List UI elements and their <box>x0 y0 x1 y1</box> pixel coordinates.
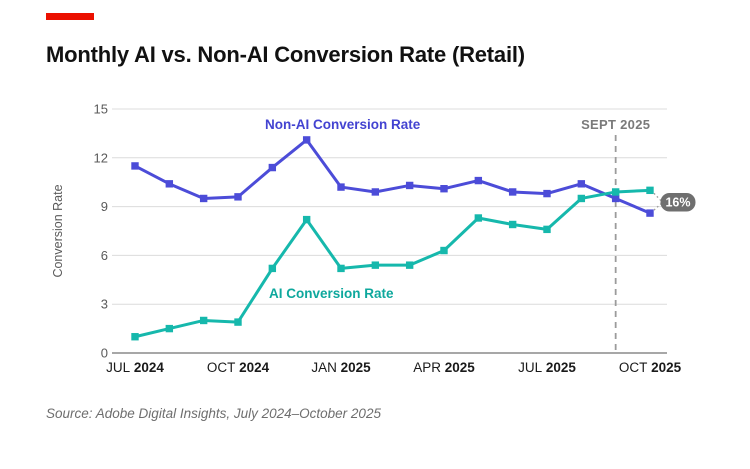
x-tick-label: OCT 2024 <box>207 360 270 375</box>
data-point-marker <box>371 261 380 269</box>
y-tick-label: 0 <box>101 346 108 361</box>
data-point-marker <box>646 186 654 195</box>
annotation-vline-label: SEPT 2025 <box>581 117 650 132</box>
data-point-marker <box>646 209 654 217</box>
data-point-marker <box>577 180 586 188</box>
y-tick-label: 12 <box>94 150 108 165</box>
data-point-marker <box>611 188 620 196</box>
y-axis-title: Conversion Rate <box>51 184 65 277</box>
y-tick-label: 6 <box>101 248 108 263</box>
gridlines: 0 3 6 9 12 15 <box>94 101 667 361</box>
data-point-marker <box>302 215 311 224</box>
x-tick-labels: JUL 2024 OCT 2024 JAN 2025 APR 2025 JUL 2025… <box>106 360 682 375</box>
data-point-marker <box>165 324 174 333</box>
data-point-marker <box>165 180 174 188</box>
x-tick-label: JUL 2025 <box>518 360 576 375</box>
data-point-marker <box>543 189 551 198</box>
source-note: Source: Adobe Digital Insights, July 202… <box>46 406 381 421</box>
data-point-marker <box>474 214 483 222</box>
badge-connector <box>653 192 662 202</box>
x-tick-label: JAN 2025 <box>311 360 371 375</box>
data-point-marker <box>302 136 311 144</box>
value-badge-text: 16% <box>665 196 690 210</box>
data-point-marker <box>268 264 277 273</box>
data-point-marker <box>508 220 517 229</box>
x-tick-label: OCT 2025 <box>619 360 682 375</box>
data-point-marker <box>543 225 551 234</box>
data-point-marker <box>405 261 414 269</box>
data-point-marker <box>611 194 620 203</box>
data-point-marker <box>337 183 345 191</box>
brand-accent-bar <box>46 13 94 20</box>
series-label-non-ai: Non-AI Conversion Rate <box>265 117 421 132</box>
ai-series <box>131 186 654 341</box>
data-point-marker <box>234 193 242 201</box>
series-label-ai: AI Conversion Rate <box>269 286 394 301</box>
data-point-marker <box>268 163 277 172</box>
data-point-marker <box>337 264 345 273</box>
badge-connector <box>653 202 662 211</box>
value-badge <box>660 193 696 212</box>
y-tick-label: 9 <box>101 199 108 214</box>
data-point-marker <box>234 318 242 326</box>
data-point-marker <box>371 188 380 196</box>
data-point-marker <box>440 246 448 255</box>
data-point-marker <box>199 316 208 325</box>
series-line <box>133 138 652 215</box>
series-line <box>133 188 652 339</box>
data-point-marker <box>577 194 586 203</box>
data-point-marker <box>405 181 414 190</box>
x-tick-label: APR 2025 <box>413 360 475 375</box>
data-point-marker <box>131 162 139 170</box>
y-tick-label: 3 <box>101 297 108 312</box>
data-point-marker <box>131 333 139 341</box>
data-point-marker <box>440 185 448 193</box>
data-point-marker <box>199 194 208 203</box>
y-tick-label: 15 <box>94 101 108 116</box>
page-title: Monthly AI vs. Non-AI Conversion Rate (R… <box>46 42 525 67</box>
data-point-marker <box>474 176 483 185</box>
non-ai-series <box>131 136 654 217</box>
data-point-marker <box>508 188 517 196</box>
conversion-rate-line-chart: 0 3 6 9 12 15 Conversion Rate SEPT 2025 JUL 2024… <box>51 101 696 375</box>
x-tick-label: JUL 2024 <box>106 360 164 375</box>
